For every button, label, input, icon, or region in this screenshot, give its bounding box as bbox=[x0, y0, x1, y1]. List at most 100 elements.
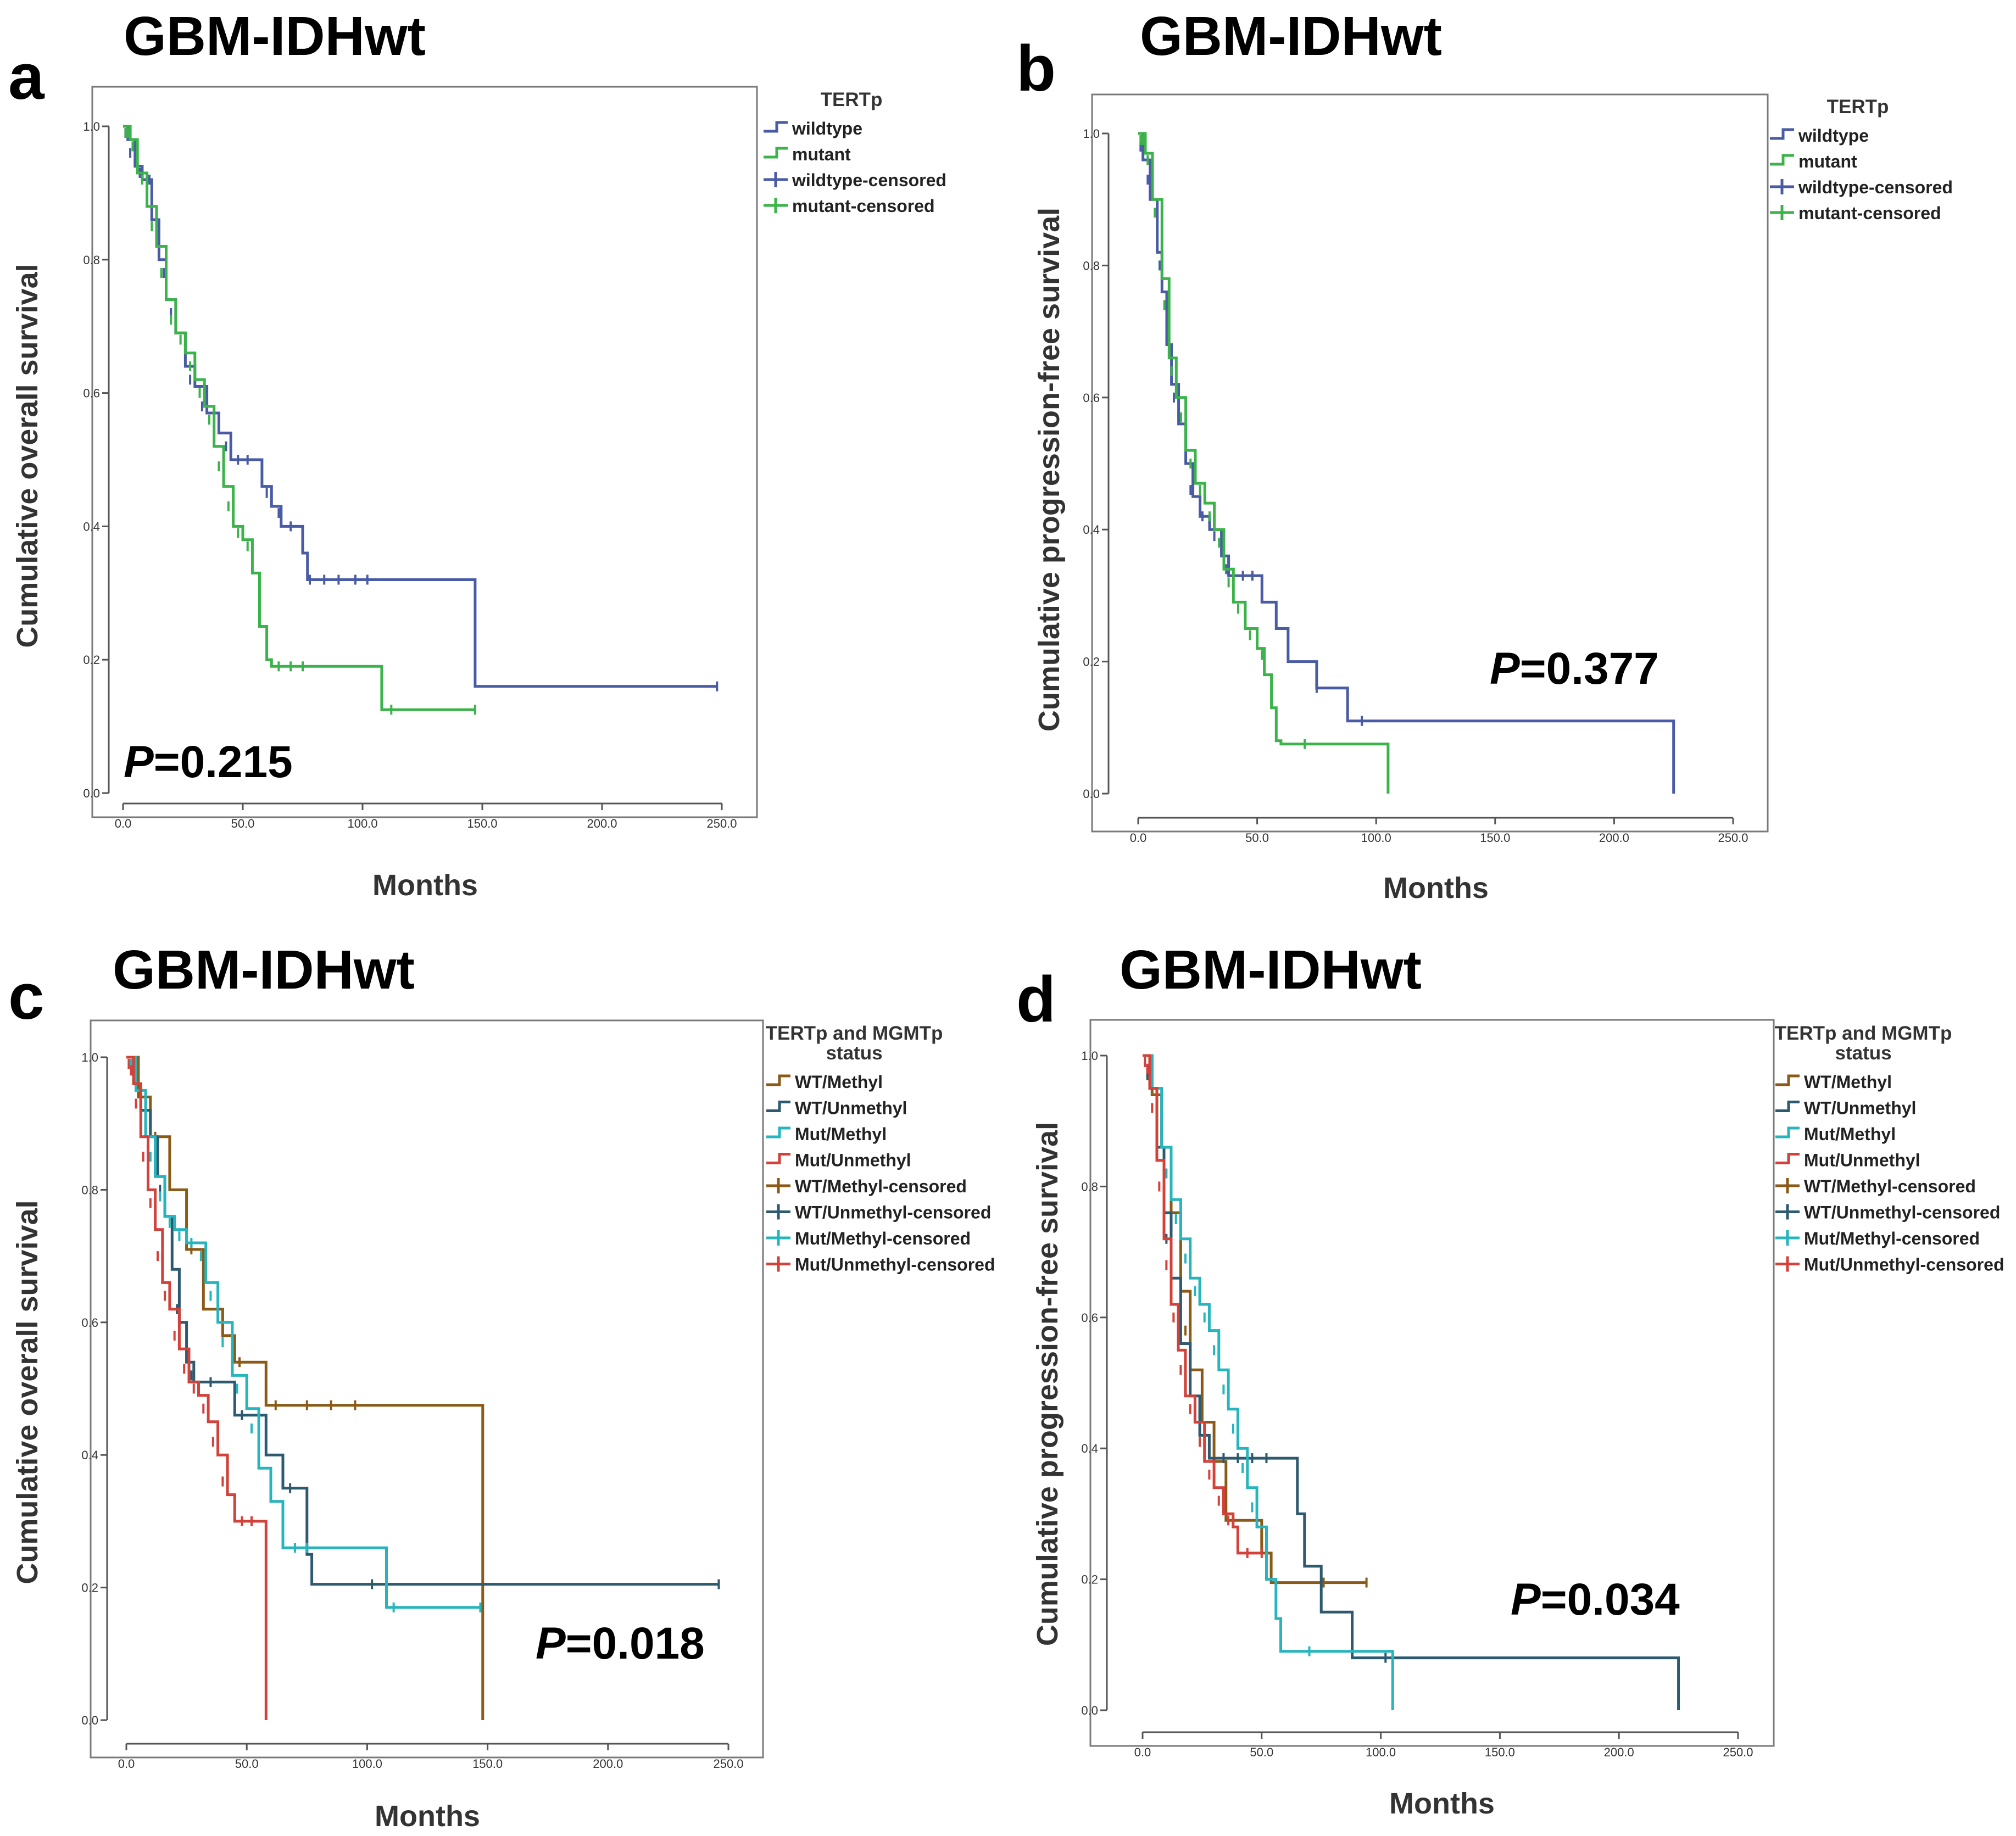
legend-title: TERTp and MGMTp bbox=[766, 1023, 943, 1044]
legend-label: Mut/Unmethyl bbox=[795, 1151, 911, 1170]
x-tick-label: 200.0 bbox=[593, 1757, 623, 1771]
legend-label: WT/Unmethyl-censored bbox=[1804, 1203, 2000, 1223]
y-tick-label: 0.0 bbox=[1081, 1704, 1098, 1717]
panel-letter: b bbox=[1016, 32, 1056, 105]
x-tick-label: 50.0 bbox=[231, 817, 255, 830]
panel-d: d GBM-IDHwt 0.0 0.2 0.4 0.6 0.8 1.0 0.0 50.0 100.0… bbox=[1016, 939, 2004, 1820]
y-tick-label: 0.4 bbox=[81, 1448, 98, 1462]
y-tick-label: 1.0 bbox=[1083, 127, 1100, 141]
x-tick-label: 0.0 bbox=[1130, 831, 1147, 845]
y-tick-label: 0.2 bbox=[1081, 1573, 1098, 1587]
legend: TERTp wildtype mutant wildtype-censored muta… bbox=[1770, 96, 1953, 223]
y-tick-label: 0.2 bbox=[83, 653, 100, 667]
series-line-mutant bbox=[1138, 132, 1390, 794]
x-tick-label: 150.0 bbox=[467, 817, 497, 830]
y-axis-title: Cumulative overall survival bbox=[11, 264, 44, 648]
legend-label: WT/Methyl-censored bbox=[795, 1176, 967, 1196]
legend-title: TERTp bbox=[821, 89, 883, 110]
p-value-text: =0.034 bbox=[1541, 1575, 1680, 1625]
legend-label: Mut/Unmethyl bbox=[1804, 1151, 1920, 1170]
p-symbol: P bbox=[1511, 1575, 1541, 1625]
x-tick-label: 250.0 bbox=[706, 817, 737, 830]
legend-label: WT/Unmethyl-censored bbox=[795, 1203, 991, 1223]
x-tick-label: 200.0 bbox=[587, 817, 617, 830]
legend-label: WT/Unmethyl bbox=[795, 1098, 907, 1118]
legend-label: Mut/Methyl bbox=[795, 1124, 887, 1144]
legend-label: Mut/Methyl-censored bbox=[795, 1229, 971, 1248]
x-axis-title: Months bbox=[375, 1800, 480, 1833]
p-value-annotation: P=0.034 bbox=[1511, 1575, 1680, 1625]
p-value-text: =0.018 bbox=[566, 1619, 705, 1668]
x-tick-label: 200.0 bbox=[1599, 831, 1629, 845]
legend-label: Mut/Unmethyl-censored bbox=[1804, 1255, 2004, 1275]
p-value-annotation: P=0.377 bbox=[1490, 644, 1659, 694]
x-tick-label: 50.0 bbox=[1250, 1745, 1273, 1759]
x-axis-title: Months bbox=[1389, 1787, 1495, 1820]
y-axis-title: Cumulative progression-free survival bbox=[1033, 208, 1066, 732]
x-tick-label: 150.0 bbox=[1485, 1745, 1515, 1759]
y-tick-label: 0.6 bbox=[1083, 391, 1100, 405]
panel-letter: d bbox=[1016, 963, 1056, 1036]
y-tick-label: 0.8 bbox=[83, 253, 100, 267]
x-tick-label: 50.0 bbox=[235, 1757, 259, 1771]
x-tick-label: 100.0 bbox=[1361, 831, 1391, 845]
y-tick-label: 0.6 bbox=[1081, 1311, 1098, 1325]
series-line-mut-unmethyl bbox=[1143, 1054, 1262, 1555]
y-tick-label: 0.4 bbox=[1081, 1442, 1098, 1455]
x-tick-label: 100.0 bbox=[352, 1757, 382, 1771]
legend-swatch bbox=[766, 1153, 790, 1164]
legend-swatch bbox=[1775, 1101, 1800, 1112]
legend-label: Mut/Methyl-censored bbox=[1804, 1229, 1980, 1248]
y-tick-label: 0.2 bbox=[1083, 655, 1100, 669]
legend-label: wildtype-censored bbox=[792, 170, 946, 190]
x-tick-label: 250.0 bbox=[1718, 831, 1748, 845]
y-tick-label: 0.2 bbox=[81, 1581, 98, 1595]
y-tick-label: 1.0 bbox=[1081, 1049, 1098, 1063]
legend-swatch bbox=[766, 1126, 790, 1139]
chart-title: GBM-IDHwt bbox=[1120, 939, 1422, 1001]
legend-label: WT/Methyl bbox=[795, 1072, 883, 1092]
plot-frame bbox=[1091, 93, 1769, 833]
legend-label: WT/Methyl bbox=[1804, 1072, 1892, 1092]
series-line-wt-unmethyl bbox=[126, 1056, 719, 1586]
legend-title: TERTp bbox=[1827, 96, 1889, 118]
y-tick-label: 0.0 bbox=[81, 1714, 98, 1727]
y-tick-label: 1.0 bbox=[83, 120, 100, 133]
panel-c: c GBM-IDHwt 0.0 0.2 0.4 0.6 0.8 1.0 0.0 50.0 100.0… bbox=[8, 939, 995, 1833]
legend-label: mutant bbox=[792, 144, 851, 164]
p-value-annotation: P=0.018 bbox=[536, 1619, 705, 1668]
series-line-mut-unmethyl bbox=[126, 1056, 268, 1720]
legend: TERTp wildtype mutant wildtype-censored muta… bbox=[764, 89, 946, 216]
legend-label: WT/Unmethyl bbox=[1804, 1098, 1916, 1118]
p-value-annotation: P=0.215 bbox=[124, 737, 293, 787]
y-axis-title: Cumulative overall survival bbox=[11, 1200, 44, 1584]
legend-swatch bbox=[764, 147, 788, 159]
p-symbol: P bbox=[124, 737, 154, 787]
legend-label: wildtype bbox=[792, 119, 862, 138]
x-tick-label: 100.0 bbox=[347, 817, 377, 830]
legend-label: wildtype bbox=[1798, 126, 1869, 146]
plot-frame bbox=[90, 1019, 764, 1759]
legend-swatch bbox=[764, 121, 788, 133]
y-tick-label: 0.4 bbox=[83, 520, 100, 533]
legend-label: Mut/Unmethyl-censored bbox=[795, 1255, 995, 1275]
p-value-text: =0.215 bbox=[154, 737, 293, 787]
legend-label: mutant bbox=[1798, 152, 1857, 171]
y-axis-title: Cumulative progression-free survival bbox=[1031, 1122, 1064, 1646]
plot-frame bbox=[91, 86, 758, 818]
chart-title: GBM-IDHwt bbox=[124, 5, 426, 67]
chart-title: GBM-IDHwt bbox=[1140, 5, 1442, 67]
x-axis-title: Months bbox=[372, 869, 478, 902]
legend-label: mutant-censored bbox=[1798, 203, 1941, 223]
chart-title: GBM-IDHwt bbox=[113, 939, 415, 1001]
legend-swatch bbox=[1770, 128, 1794, 140]
legend-label: WT/Methyl-censored bbox=[1804, 1176, 1976, 1196]
panel-b: b GBM-IDHwt 0.0 0.2 0.4 0.6 0.8 1.0 0.0 50.0 100.0… bbox=[1016, 5, 1953, 905]
legend-swatch bbox=[766, 1074, 790, 1086]
legend-label: mutant-censored bbox=[792, 196, 935, 216]
y-tick-label: 0.8 bbox=[1083, 259, 1100, 272]
y-tick-label: 0.8 bbox=[1081, 1180, 1098, 1193]
p-symbol: P bbox=[1490, 644, 1520, 694]
series-line-mut-methyl bbox=[126, 1056, 481, 1609]
